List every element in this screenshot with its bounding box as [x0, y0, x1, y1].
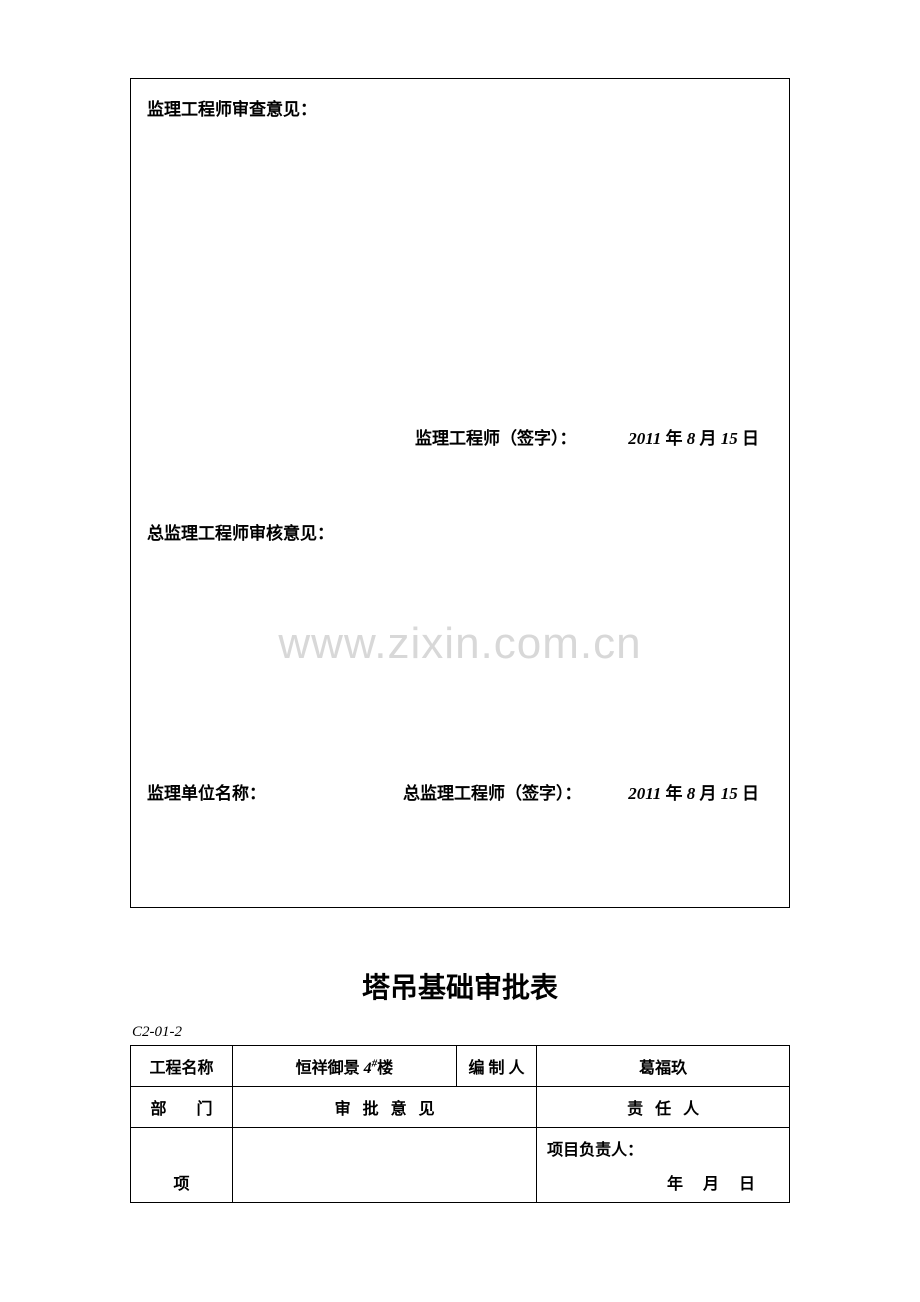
- project-lead-label: 项目负责人：: [547, 1142, 643, 1159]
- watermark-text: www.zixin.com.cn: [278, 619, 641, 669]
- approval-table: 工程名称 恒祥御景 4#楼 编 制 人 葛福玖 部门 审批意见 责任人 项 项目…: [130, 1045, 790, 1203]
- unit-name-label: 监理单位名称：: [147, 779, 266, 804]
- row3-date-placeholder: 年月日: [667, 1170, 775, 1194]
- table-row: 部门 审批意见 责任人: [131, 1087, 790, 1128]
- chief-supervisor-sign-date: 2011 年 8 月 15 日: [628, 779, 759, 804]
- responsible-person-label: 责任人: [537, 1087, 790, 1128]
- row3-responsible-cell: 项目负责人： 年月日: [537, 1128, 790, 1203]
- compiler-label: 编 制 人: [456, 1046, 536, 1087]
- form-code: C2-01-2: [132, 1024, 790, 1041]
- supervisor-sign-date: 2011 年 8 月 15 日: [628, 424, 759, 449]
- chief-supervisor-review-title: 总监理工程师审核意见：: [147, 519, 334, 544]
- table-row: 项 项目负责人： 年月日: [131, 1128, 790, 1203]
- supervisor-review-title: 监理工程师审查意见：: [147, 95, 773, 120]
- compiler-value: 葛福玖: [537, 1046, 790, 1087]
- table-row: 工程名称 恒祥御景 4#楼 编 制 人 葛福玖: [131, 1046, 790, 1087]
- chief-supervisor-sign-label: 总监理工程师（签字）：: [403, 779, 582, 804]
- project-name-label: 工程名称: [131, 1046, 233, 1087]
- department-label: 部门: [131, 1087, 233, 1128]
- page-title: 塔吊基础审批表: [130, 966, 790, 1006]
- approval-opinion-label: 审批意见: [233, 1087, 537, 1128]
- row3-dept: 项: [131, 1128, 233, 1203]
- project-name-value: 恒祥御景 4#楼: [233, 1046, 457, 1087]
- supervisor-sign-label: 监理工程师（签字）：: [415, 424, 577, 449]
- review-form-box: 监理工程师审查意见： 监理工程师（签字）： 2011 年 8 月 15 日 总监…: [130, 78, 790, 908]
- row3-opinion-cell: [233, 1128, 537, 1203]
